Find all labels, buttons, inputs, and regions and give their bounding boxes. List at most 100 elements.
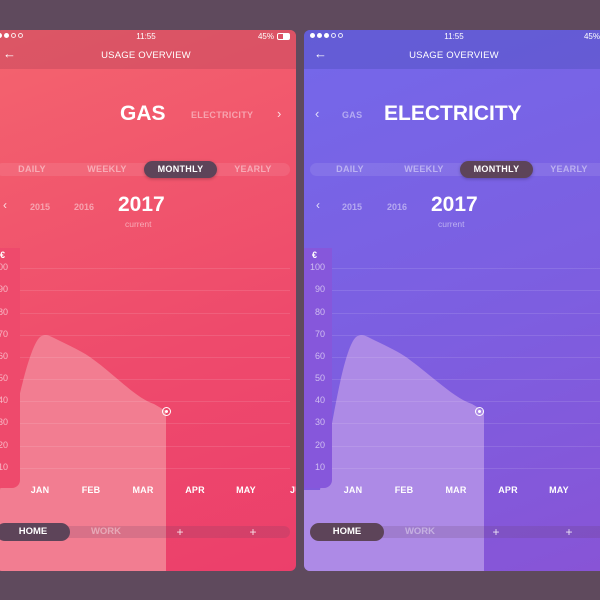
currency-label: € — [0, 250, 6, 260]
tab-home[interactable]: HOME — [0, 523, 70, 541]
month-feb[interactable]: FEB — [394, 485, 414, 495]
gridline — [332, 379, 600, 380]
gas-screen: 11:55 45% ← USAGE OVERVIEW GAS ELECTRICI… — [0, 30, 296, 571]
year-2015[interactable]: 2015 — [30, 202, 51, 212]
gridline — [332, 468, 600, 469]
month-apr[interactable]: APR — [185, 485, 205, 495]
gridline — [20, 290, 290, 291]
gridline — [20, 313, 290, 314]
month-jan[interactable]: JAN — [30, 485, 50, 495]
current-year-label: current — [125, 219, 152, 229]
back-arrow-icon[interactable]: ← — [314, 46, 327, 61]
gridline — [332, 268, 600, 269]
add-location-icon[interactable]: + — [176, 525, 184, 539]
tab-daily[interactable]: DAILY — [18, 164, 46, 174]
next-utility-link[interactable]: ELECTRICITY — [191, 110, 254, 120]
gridline — [332, 423, 600, 424]
gridline — [332, 446, 600, 447]
selected-data-point[interactable] — [475, 407, 484, 416]
gridline — [20, 446, 290, 447]
y-axis-column — [304, 248, 332, 488]
year-selector: ‹ 2015 2016 2017 current — [0, 192, 296, 232]
battery: 45% — [258, 32, 290, 41]
y-tick: 80 — [0, 307, 8, 317]
current-utility: GAS — [120, 102, 166, 125]
battery-percent: 45% — [257, 32, 274, 41]
gridline — [20, 379, 290, 380]
tab-yearly[interactable]: YEARLY — [234, 164, 272, 174]
gridline — [20, 357, 290, 358]
current-utility: ELECTRICITY — [384, 102, 522, 125]
tab-work[interactable]: WORK — [404, 526, 436, 537]
chevron-right-icon[interactable]: › — [277, 106, 282, 121]
tab-work[interactable]: WORK — [90, 526, 122, 537]
add-location-icon[interactable]: + — [492, 525, 500, 539]
location-tabs: HOME WORK + + — [0, 523, 290, 541]
current-year: 2017 — [118, 193, 165, 216]
y-tick: 60 — [314, 351, 325, 361]
y-tick: 90 — [314, 284, 325, 294]
y-tick: 100 — [0, 262, 8, 272]
tab-monthly[interactable]: MONTHLY — [144, 161, 217, 178]
year-2015[interactable]: 2015 — [342, 202, 363, 212]
y-tick: 20 — [314, 440, 325, 450]
tab-daily[interactable]: DAILY — [336, 164, 364, 174]
year-2016[interactable]: 2016 — [387, 202, 408, 212]
tab-weekly[interactable]: WEEKLY — [87, 164, 127, 174]
month-jan[interactable]: JAN — [343, 485, 363, 495]
month-feb[interactable]: FEB — [81, 485, 101, 495]
chevron-left-icon[interactable]: ‹ — [3, 198, 7, 212]
gridline — [332, 313, 600, 314]
y-tick: 30 — [0, 417, 8, 427]
gridline — [20, 335, 290, 336]
tab-home[interactable]: HOME — [310, 523, 384, 541]
month-mar[interactable]: MAR — [445, 485, 467, 495]
page-title: USAGE OVERVIEW — [101, 50, 191, 61]
signal-icon — [310, 33, 343, 38]
selected-data-point[interactable] — [162, 407, 171, 416]
signal-icon — [0, 33, 23, 38]
status-time: 11:55 — [444, 32, 464, 41]
current-year: 2017 — [431, 193, 478, 216]
add-location-icon[interactable]: + — [249, 525, 257, 539]
currency-label: € — [312, 250, 318, 260]
period-tabs: DAILY WEEKLY MONTHLY YEARLY — [310, 161, 600, 178]
y-tick: 70 — [314, 329, 325, 339]
y-tick: 100 — [309, 262, 325, 272]
month-mar[interactable]: MAR — [132, 485, 154, 495]
month-may[interactable]: MAY — [549, 485, 569, 495]
chevron-left-icon[interactable]: ‹ — [315, 106, 320, 121]
y-tick: 90 — [0, 284, 8, 294]
gridline — [332, 290, 600, 291]
month-may[interactable]: MAY — [236, 485, 256, 495]
y-tick: 40 — [314, 395, 325, 405]
top-bar: 11:55 45% ← USAGE OVERVIEW — [0, 30, 296, 69]
month-apr[interactable]: APR — [498, 485, 518, 495]
month-jun[interactable]: JU — [290, 485, 296, 495]
battery-percent: 45% — [583, 32, 600, 41]
gridline — [332, 401, 600, 402]
y-tick: 50 — [0, 373, 8, 383]
y-tick: 40 — [0, 395, 8, 405]
tab-yearly[interactable]: YEARLY — [550, 164, 588, 174]
tab-monthly[interactable]: MONTHLY — [460, 161, 533, 178]
add-location-icon[interactable]: + — [565, 525, 573, 539]
current-year-label: current — [438, 219, 465, 229]
period-tabs: DAILY WEEKLY MONTHLY YEARLY — [0, 161, 290, 178]
page-title: USAGE OVERVIEW — [409, 50, 499, 61]
y-tick: 10 — [314, 462, 325, 472]
y-tick: 60 — [0, 351, 8, 361]
year-2016[interactable]: 2016 — [74, 202, 95, 212]
back-arrow-icon[interactable]: ← — [3, 46, 16, 61]
status-bar: 11:55 45% — [304, 30, 600, 44]
tab-weekly[interactable]: WEEKLY — [404, 164, 444, 174]
y-tick: 80 — [314, 307, 325, 317]
y-tick: 10 — [0, 462, 8, 472]
y-axis-column — [0, 248, 20, 488]
y-tick: 50 — [314, 373, 325, 383]
y-tick: 70 — [0, 329, 8, 339]
year-selector: ‹ 2015 2016 2017 current — [304, 192, 600, 232]
y-tick: 20 — [0, 440, 8, 450]
prev-utility-link[interactable]: GAS — [342, 110, 363, 120]
chevron-left-icon[interactable]: ‹ — [316, 198, 320, 212]
